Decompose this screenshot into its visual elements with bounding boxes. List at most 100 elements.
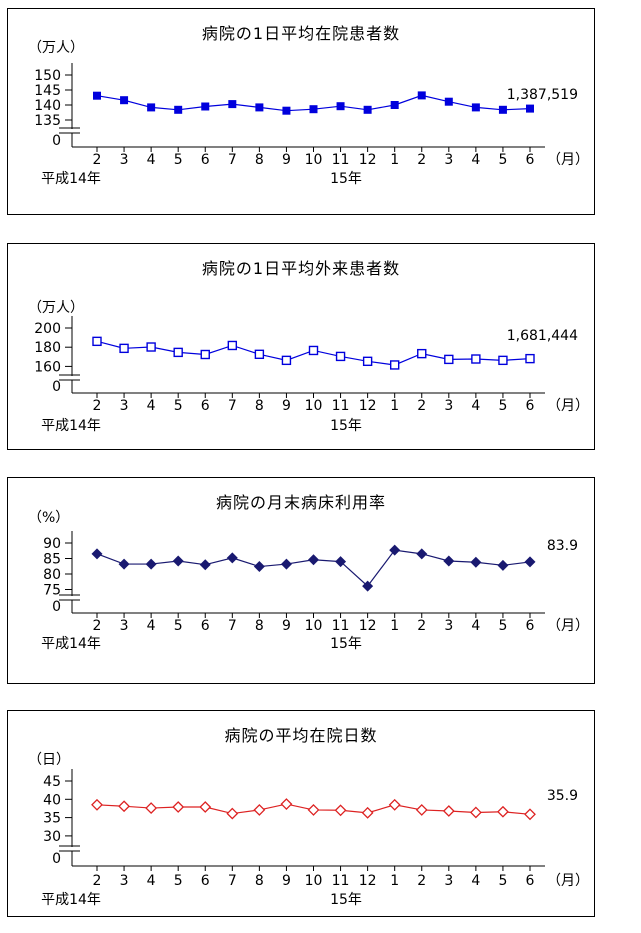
- x-tick-label: 6: [201, 618, 210, 634]
- x-tick-label: 3: [120, 398, 129, 414]
- x-tick-label: 7: [228, 398, 237, 414]
- data-point: [253, 561, 265, 573]
- x-tick-label: 12: [359, 618, 377, 634]
- data-point: [470, 556, 482, 568]
- x-tick-label: 6: [201, 873, 210, 889]
- x-tick-label: 3: [444, 873, 453, 889]
- data-point: [524, 556, 536, 568]
- data-point: [226, 552, 238, 564]
- x-tick-label: 12: [359, 873, 377, 889]
- data-point: [526, 104, 534, 113]
- chart-title: 病院の平均在院日数: [224, 726, 378, 745]
- era-label-left: 平成14年: [41, 892, 101, 908]
- era-label-left: 平成14年: [41, 171, 101, 187]
- data-point: [336, 102, 345, 111]
- x-tick-label: 5: [174, 873, 183, 889]
- x-tick-label: 2: [417, 398, 426, 414]
- data-point: [145, 802, 158, 815]
- x-tick-label: 4: [147, 873, 156, 889]
- x-tick-label: 1: [390, 873, 399, 889]
- x-tick-label: 4: [147, 618, 156, 634]
- x-tick-label: 10: [305, 152, 323, 168]
- x-tick-label: 5: [498, 618, 507, 634]
- x-tick-label: 1: [390, 618, 399, 634]
- y-tick-label: 45: [43, 774, 61, 790]
- x-tick-label: 12: [359, 398, 377, 414]
- y-tick-label: 80: [43, 567, 61, 583]
- data-point: [498, 355, 508, 366]
- chart-card-daily-inpatients: 病院の1日平均在院患者数 （万人） 150 145 140 135 0 2 3 4 5 6 7 8 9 10…: [7, 8, 595, 215]
- y-axis-unit-label: （万人）: [28, 300, 84, 316]
- x-tick-label: 6: [526, 152, 535, 168]
- data-point: [253, 803, 266, 816]
- era-label-right: 15年: [330, 892, 362, 908]
- data-point: [389, 360, 400, 370]
- x-tick-label: 2: [417, 152, 426, 168]
- x-tick-label: 8: [255, 398, 264, 414]
- x-tick-label: 8: [255, 618, 264, 634]
- x-tick-label: 2: [93, 618, 102, 634]
- data-point: [308, 345, 319, 356]
- data-point: [362, 580, 374, 592]
- data-point: [335, 351, 346, 362]
- x-tick-label: 4: [147, 398, 156, 414]
- data-point: [362, 356, 373, 367]
- x-tick-label: 5: [498, 152, 507, 168]
- x-tick-label: 6: [201, 398, 210, 414]
- data-point: [172, 555, 184, 567]
- y-tick-label: 150: [34, 68, 61, 84]
- data-point: [388, 798, 401, 811]
- y-tick-label: 145: [34, 83, 61, 99]
- y-axis-zero-label: 0: [52, 379, 61, 395]
- x-tick-label: 6: [201, 152, 210, 168]
- x-tick-label: 7: [228, 618, 237, 634]
- era-label-right: 15年: [330, 418, 362, 434]
- axis-break-gap: [70, 129, 74, 133]
- data-point: [172, 801, 185, 813]
- data-point: [254, 349, 265, 360]
- x-tick-label: 2: [93, 398, 102, 414]
- x-tick-label: 7: [228, 152, 237, 168]
- y-tick-label: 40: [43, 792, 61, 808]
- data-point: [118, 800, 130, 813]
- x-tick-label: 9: [282, 398, 291, 414]
- data-point: [363, 105, 372, 114]
- chart-title: 病院の月末病床利用率: [215, 493, 386, 512]
- axis-break-gap: [70, 847, 74, 851]
- data-point: [471, 103, 480, 112]
- y-axis-unit-label: （万人）: [28, 40, 84, 56]
- data-point: [442, 805, 455, 817]
- chart-title: 病院の1日平均外来患者数: [201, 259, 401, 278]
- era-label-left: 平成14年: [41, 636, 101, 652]
- x-tick-label: 6: [526, 398, 535, 414]
- x-tick-label: 10: [305, 618, 323, 634]
- data-point: [146, 342, 156, 352]
- y-tick-label: 135: [34, 113, 61, 129]
- axis-break-gap: [70, 376, 74, 380]
- x-tick-label: 2: [93, 873, 102, 889]
- y-axis-unit-label: （%）: [28, 510, 69, 526]
- data-point: [524, 808, 536, 821]
- y-tick-label: 180: [34, 340, 61, 356]
- x-tick-label: 3: [120, 873, 129, 889]
- x-tick-label: 5: [498, 398, 507, 414]
- x-tick-label: 5: [174, 618, 183, 634]
- x-tick-label: 2: [93, 152, 102, 168]
- data-point: [227, 340, 238, 351]
- x-tick-label: 5: [498, 873, 507, 889]
- data-point: [280, 798, 293, 810]
- era-label-left: 平成14年: [41, 418, 101, 434]
- y-tick-label: 90: [43, 536, 61, 552]
- x-tick-label: 2: [417, 873, 426, 889]
- x-tick-label: 8: [255, 152, 264, 168]
- y-tick-label: 140: [34, 98, 61, 114]
- y-axis-zero-label: 0: [52, 133, 61, 149]
- y-tick-label: 75: [43, 583, 61, 599]
- data-point: [361, 806, 374, 819]
- chart-card-average-stay: 病院の平均在院日数 （日） 45 40 35 30 0 2 3 4 5 6 7 8 9 10 11 12 1 2 3 4…: [7, 710, 595, 917]
- data-point: [417, 91, 426, 100]
- data-point: [307, 803, 320, 816]
- data-point: [280, 558, 292, 570]
- data-point: [91, 548, 103, 560]
